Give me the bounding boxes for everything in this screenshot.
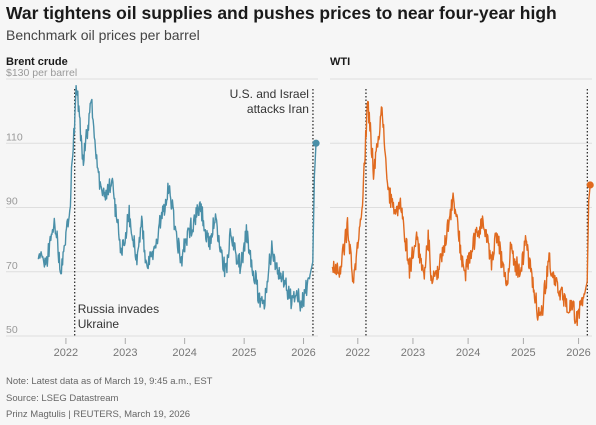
page-title: War tightens oil supplies and pushes pri… [6,3,557,23]
x-tick-label: 2022 [54,347,78,359]
panel-title: Brent crude [6,56,68,68]
price-line-brent [37,85,317,312]
x-tick-label: 2023 [113,347,137,359]
annotation-iran: U.S. and Israel [230,87,309,101]
y-tick-label: 90 [6,196,18,208]
x-tick-label: 2024 [172,347,196,359]
annotation-russia: Russia invades [78,302,159,316]
x-tick-label: 2026 [291,347,315,359]
x-tick-label: 2022 [346,347,370,359]
annotation-russia: Ukraine [78,317,120,331]
y-axis-label: $130 per barrel [6,67,77,79]
y-tick-label: 50 [6,324,18,336]
price-line-wti [331,100,591,327]
page-subtitle: Benchmark oil prices per barrel [6,27,200,43]
latest-point-marker [312,139,320,147]
x-tick-label: 2024 [456,347,480,359]
footnote-note: Note: Latest data as of March 19, 9:45 a… [6,376,213,387]
footnote-source: Source: LSEG Datastream [6,393,119,404]
chart-panel-1: WTI 2022 2023 2024 2025 2026 [330,56,594,359]
chart-panel-0: Brent crude 50 70 90 110 $130 per barrel 2022 2… [6,56,320,359]
x-tick-label: 2025 [511,347,535,359]
y-tick-label: 70 [6,260,18,272]
x-tick-label: 2026 [566,347,590,359]
panel-title: WTI [330,56,350,68]
footnote-credit: Prinz Magtulis | REUTERS, March 19, 2026 [6,409,191,420]
x-tick-label: 2025 [232,347,256,359]
y-tick-label: 110 [6,131,23,143]
x-tick-label: 2023 [401,347,425,359]
annotation-iran: attacks Iran [247,102,309,116]
latest-point-marker [586,181,594,189]
